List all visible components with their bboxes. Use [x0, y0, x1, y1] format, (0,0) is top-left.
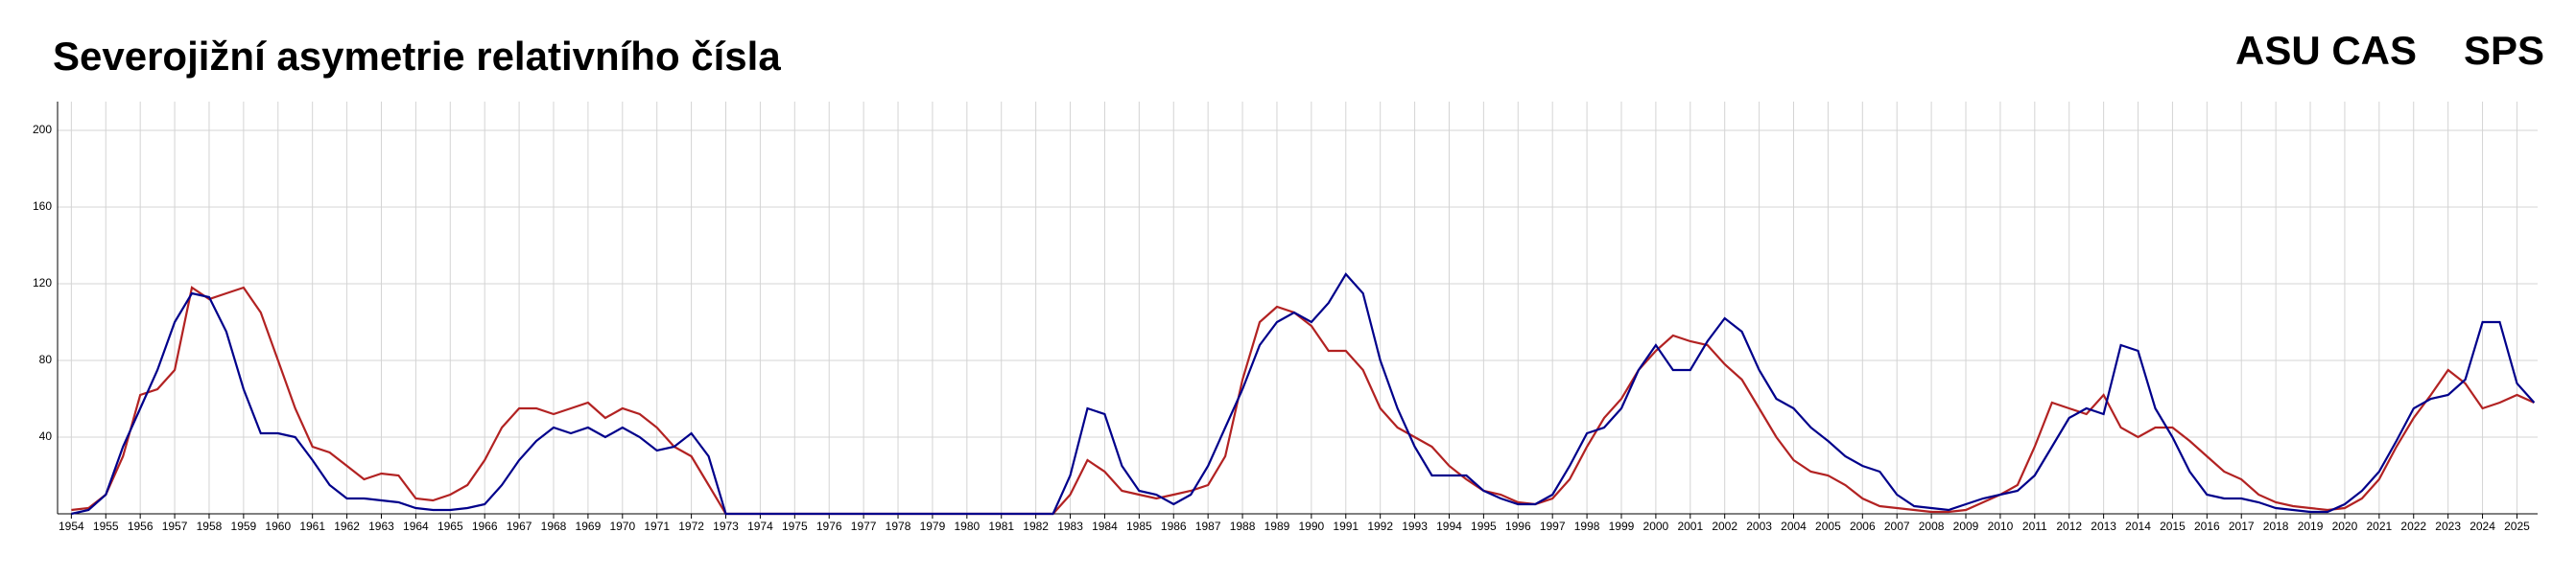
x-tick-label: 2016	[2194, 520, 2220, 533]
chart-title: Severojižní asymetrie relativního čísla	[53, 34, 781, 79]
x-tick-label: 2024	[2470, 520, 2495, 533]
x-tick-label: 2023	[2435, 520, 2461, 533]
x-tick-label: 1981	[988, 520, 1014, 533]
y-tick-label: 80	[39, 353, 53, 366]
x-tick-label: 1960	[265, 520, 291, 533]
series-line	[71, 286, 2535, 516]
x-tick-label: 1987	[1195, 520, 1221, 533]
x-tick-label: 1971	[644, 520, 670, 533]
x-tick-label: 1977	[851, 520, 877, 533]
x-tick-label: 2013	[2091, 520, 2116, 533]
x-tick-label: 1966	[472, 520, 498, 533]
y-tick-label: 160	[33, 199, 52, 213]
x-tick-label: 1962	[334, 520, 360, 533]
x-tick-label: 1956	[128, 520, 154, 533]
x-tick-label: 1998	[1574, 520, 1600, 533]
x-tick-label: 1974	[747, 520, 773, 533]
y-tick-label: 200	[33, 123, 52, 136]
org-label: SPS	[2464, 28, 2544, 73]
x-tick-label: 2018	[2263, 520, 2289, 533]
x-tick-label: 2012	[2056, 520, 2082, 533]
x-tick-label: 2000	[1643, 520, 1669, 533]
x-tick-label: 1968	[541, 520, 567, 533]
plot-area	[58, 102, 2538, 514]
x-tick-label: 1967	[507, 520, 532, 533]
x-tick-label: 1995	[1471, 520, 1497, 533]
x-tick-label: 1975	[782, 520, 808, 533]
x-tick-label: 2005	[1815, 520, 1841, 533]
x-tick-label: 1996	[1505, 520, 1531, 533]
org-label: ASU CAS	[2235, 28, 2417, 73]
x-tick-label: 2019	[2298, 520, 2324, 533]
x-tick-label: 1988	[1230, 520, 1256, 533]
x-tick-label: 2007	[1884, 520, 1910, 533]
x-tick-label: 2015	[2160, 520, 2186, 533]
x-tick-label: 1979	[920, 520, 946, 533]
x-tick-label: 1976	[816, 520, 842, 533]
x-tick-label: 1970	[609, 520, 635, 533]
x-tick-label: 1954	[59, 520, 84, 533]
x-tick-label: 1961	[299, 520, 325, 533]
y-tick-label: 40	[39, 429, 53, 443]
x-tick-label: 2004	[1781, 520, 1807, 533]
x-tick-label: 2008	[1919, 520, 1945, 533]
x-tick-label: 1990	[1299, 520, 1325, 533]
x-tick-label: 1997	[1540, 520, 1566, 533]
x-tick-label: 1972	[678, 520, 704, 533]
x-tick-label: 1958	[197, 520, 223, 533]
x-tick-label: 2021	[2366, 520, 2392, 533]
x-tick-label: 1999	[1609, 520, 1635, 533]
x-tick-label: 2009	[1953, 520, 1979, 533]
x-tick-label: 2010	[1988, 520, 2014, 533]
series-line	[71, 272, 2536, 516]
x-tick-label: 1969	[576, 520, 602, 533]
x-tick-label: 2020	[2332, 520, 2358, 533]
x-tick-label: 1973	[713, 520, 739, 533]
x-tick-label: 2022	[2400, 520, 2426, 533]
x-tick-label: 2017	[2229, 520, 2255, 533]
x-tick-label: 2006	[1850, 520, 1876, 533]
x-tick-label: 1989	[1264, 520, 1290, 533]
x-tick-label: 1984	[1092, 520, 1118, 533]
x-tick-label: 1986	[1161, 520, 1187, 533]
x-tick-label: 1983	[1057, 520, 1083, 533]
x-tick-label: 2003	[1746, 520, 1772, 533]
x-tick-label: 1994	[1436, 520, 1462, 533]
x-tick-label: 1991	[1333, 520, 1359, 533]
x-tick-label: 2014	[2125, 520, 2151, 533]
x-tick-label: 1980	[954, 520, 980, 533]
x-tick-label: 1955	[93, 520, 119, 533]
x-tick-label: 1959	[231, 520, 257, 533]
x-tick-label: 1957	[162, 520, 188, 533]
x-tick-label: 1992	[1367, 520, 1393, 533]
x-tick-label: 1965	[437, 520, 463, 533]
x-tick-label: 1978	[886, 520, 911, 533]
x-tick-label: 1963	[368, 520, 394, 533]
x-tick-label: 1993	[1402, 520, 1428, 533]
x-tick-label: 1985	[1126, 520, 1152, 533]
x-tick-label: 1982	[1023, 520, 1049, 533]
x-tick-label: 1964	[403, 520, 429, 533]
x-tick-label: 2011	[2022, 520, 2047, 533]
x-tick-label: 2001	[1677, 520, 1703, 533]
x-tick-label: 2002	[1712, 520, 1737, 533]
y-tick-label: 120	[33, 276, 52, 290]
x-tick-label: 2025	[2504, 520, 2530, 533]
